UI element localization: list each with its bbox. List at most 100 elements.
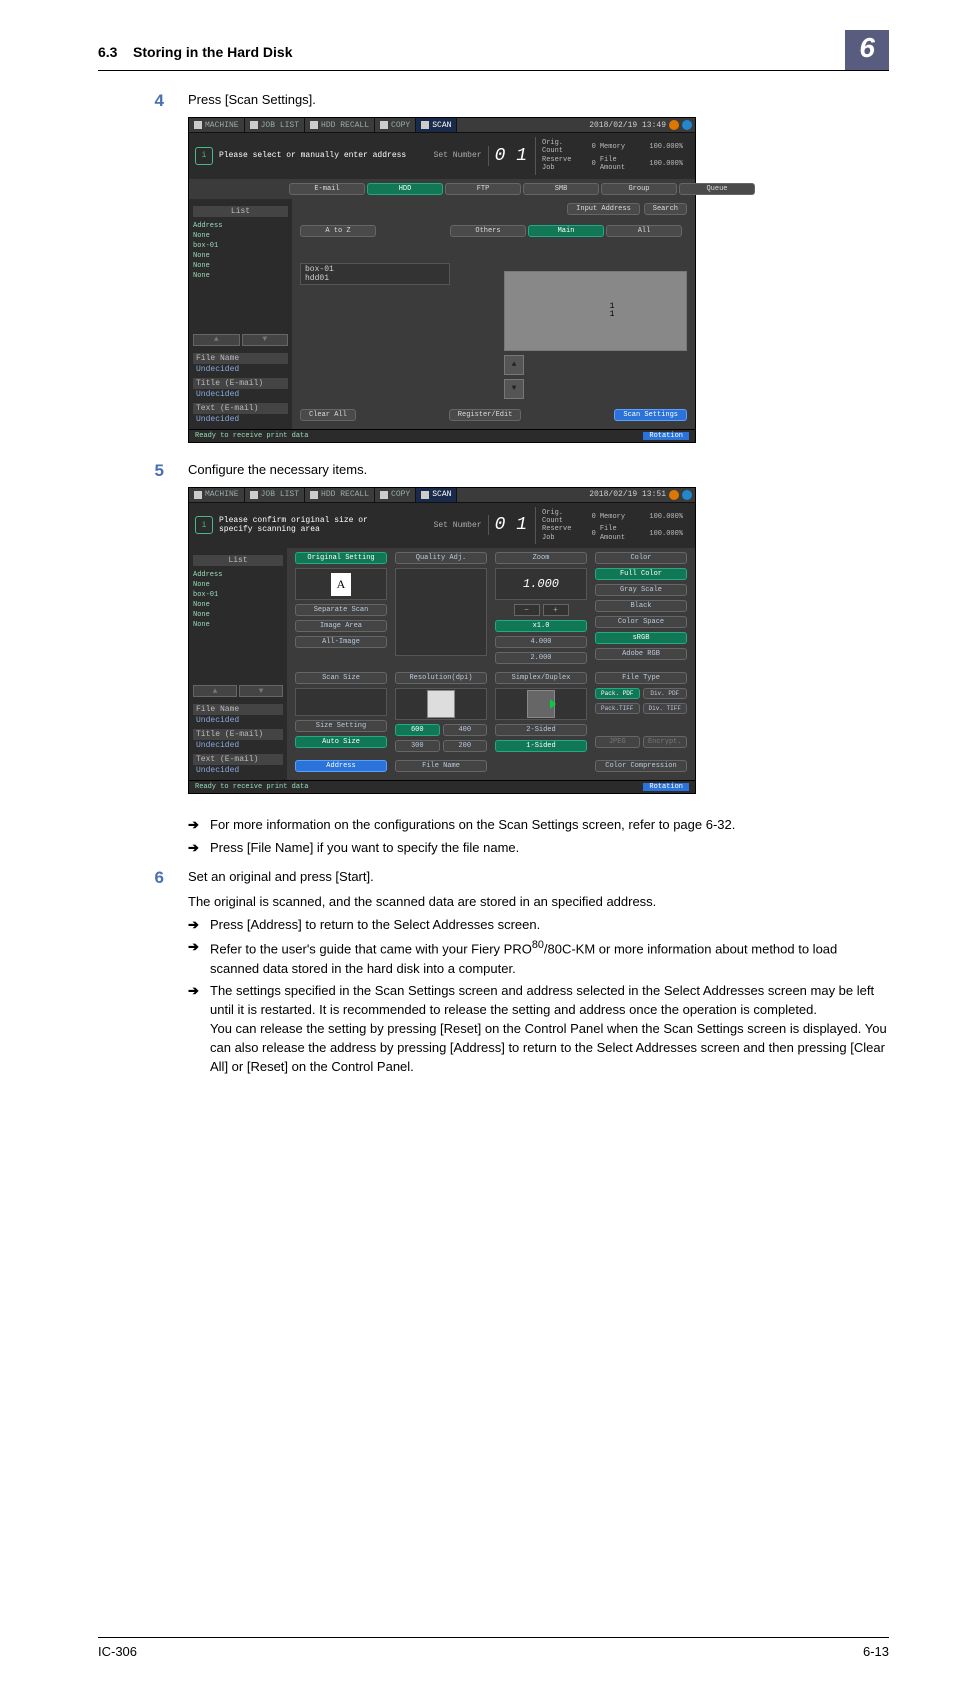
status-text: Ready to receive print data [195,432,308,440]
separate-scan[interactable]: Separate Scan [295,604,387,616]
zoom-value: 1.000 [523,577,559,591]
adobe-rgb[interactable]: Adobe RGB [595,648,687,660]
zoom-4[interactable]: 4.000 [495,636,587,648]
res-600[interactable]: 600 [395,724,440,736]
gray-scale[interactable]: Gray Scale [595,584,687,596]
simplex-head[interactable]: Simplex/Duplex [495,672,587,684]
footer-right: 6-13 [863,1644,889,1659]
address-button[interactable]: Address [295,760,387,772]
res-300[interactable]: 300 [395,740,440,752]
rotation-button[interactable]: Rotation [643,432,689,440]
tab-joblist[interactable]: JOB LIST [245,118,305,132]
datetime: 2018/02/19 13:51 [586,488,695,502]
filter-smb[interactable]: SMB [523,183,599,195]
res-200[interactable]: 200 [443,740,488,752]
scroll-down[interactable]: ▼ [504,379,524,399]
filter-ftp[interactable]: FTP [445,183,521,195]
color-space[interactable]: Color Space [595,616,687,628]
zoom-2[interactable]: 2.000 [495,652,587,664]
clear-all-button[interactable]: Clear All [300,409,356,421]
div-pdf[interactable]: Div. PDF [643,688,688,699]
zoom-plus[interactable]: + [543,604,569,616]
register-edit-button[interactable]: Register/Edit [449,409,522,421]
jpeg[interactable]: JPEG [595,736,640,748]
simplex-thumb [527,690,555,718]
sub-others[interactable]: Others [450,225,526,237]
image-area[interactable]: Image Area [295,620,387,632]
pack-pdf[interactable]: Pack. PDF [595,688,640,699]
status-grid: Orig. Count0Memory100.000% Reserve Job0F… [535,137,689,175]
addr-label: Address [193,221,288,231]
tab-copy[interactable]: COPY [375,488,416,502]
one-sided[interactable]: 1-Sided [495,740,587,752]
title-email-label: Title (E-mail) [193,378,288,389]
tab-machine[interactable]: MACHINE [189,118,245,132]
screenshot-scan-settings: MACHINE JOB LIST HDD RECALL COPY SCAN 20… [188,487,696,795]
screenshot-scan-address: MACHINE JOB LIST HDD RECALL COPY SCAN 20… [188,117,696,443]
warn-icon [669,120,679,130]
color-compression-button[interactable]: Color Compression [595,760,687,772]
filter-hdd[interactable]: HDD [367,183,443,195]
a-icon: A [331,573,352,596]
sub-atoz[interactable]: A to Z [300,225,376,237]
filter-queue[interactable]: Queue [679,183,755,195]
side-next[interactable]: ▼ [242,334,289,346]
sub-all[interactable]: All [606,225,682,237]
filter-group[interactable]: Group [601,183,677,195]
tab-copy[interactable]: COPY [375,118,416,132]
tab-hddrecall[interactable]: HDD RECALL [305,118,375,132]
quality-head[interactable]: Quality Adj. [395,552,487,564]
side-prev[interactable]: ▲ [193,685,237,697]
sub-main[interactable]: Main [528,225,604,237]
scan-size-head[interactable]: Scan Size [295,672,387,684]
full-color[interactable]: Full Color [595,568,687,580]
search-button[interactable]: Search [644,203,687,215]
all-image[interactable]: All-Image [295,636,387,648]
tab-scan[interactable]: SCAN [416,488,457,502]
black[interactable]: Black [595,600,687,612]
pack-tiff[interactable]: Pack.TIFF [595,703,640,714]
arrow-icon: ➔ [188,916,210,935]
auto-size[interactable]: Auto Size [295,736,387,748]
scan-settings-button[interactable]: Scan Settings [614,409,687,421]
tab-machine[interactable]: MACHINE [189,488,245,502]
list-item[interactable]: box-01 hdd01 [300,263,450,285]
orig-setting-head[interactable]: Original Setting [295,552,387,564]
step-number: 6 [98,868,188,1077]
step-number: 4 [98,91,188,111]
filter-email[interactable]: E-mail [289,183,365,195]
zoom-minus[interactable]: − [514,604,540,616]
resolution-head[interactable]: Resolution(dpi) [395,672,487,684]
zoom-head[interactable]: Zoom [495,552,587,564]
srgb[interactable]: sRGB [595,632,687,644]
tab-joblist[interactable]: JOB LIST [245,488,305,502]
encrypt[interactable]: Encrypt. [643,736,688,748]
help-icon[interactable] [682,490,692,500]
div-tiff[interactable]: Div. TIFF [643,703,688,714]
step-text: Press [Scan Settings]. [188,91,889,111]
two-sided[interactable]: 2-Sided [495,724,587,736]
banner-text: Please select or manually enter address [219,151,406,160]
side-prev[interactable]: ▲ [193,334,240,346]
tab-hddrecall[interactable]: HDD RECALL [305,488,375,502]
tab-scan[interactable]: SCAN [416,118,457,132]
input-address-button[interactable]: Input Address [567,203,640,215]
help-icon[interactable] [682,120,692,130]
filename-label: File Name [193,353,288,364]
side-next[interactable]: ▼ [239,685,283,697]
size-setting[interactable]: Size Setting [295,720,387,732]
text-email-label: Text (E-mail) [193,403,288,414]
arrow-icon: ➔ [188,938,210,978]
res-400[interactable]: 400 [443,724,488,736]
scroll-up[interactable]: ▲ [504,355,524,375]
zoom-x1[interactable]: x1.0 [495,620,587,632]
arrow-icon: ➔ [188,816,210,835]
chapter-badge: 6 [845,30,889,70]
step-text: Set an original and press [Start]. [188,868,889,887]
step-text: Configure the necessary items. [188,461,889,481]
file-name-button[interactable]: File Name [395,760,487,772]
color-head[interactable]: Color [595,552,687,564]
footer-left: IC-306 [98,1644,137,1659]
filetype-head[interactable]: File Type [595,672,687,684]
step-number: 5 [98,461,188,481]
